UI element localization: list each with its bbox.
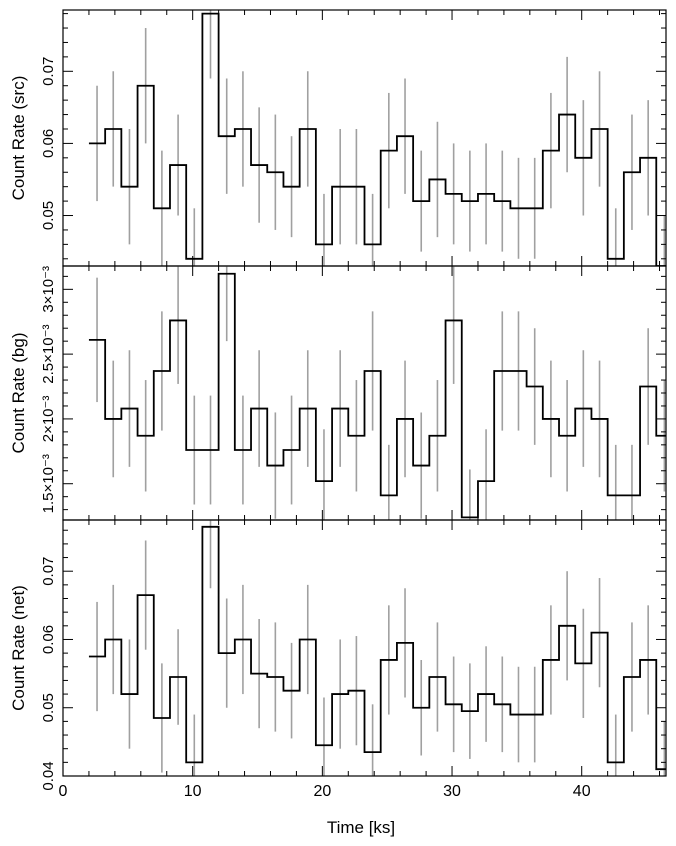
panel-frame [62,519,667,777]
x-axis-label: Time [ks] [327,818,395,837]
x-tick-label: 30 [443,783,461,800]
y-axis-label-bg: Count Rate (bg) [9,333,28,454]
y-tick-label: 0.05 [40,201,57,230]
panel-src-data [88,10,666,266]
y-tick-label: 3×10⁻³ [40,266,57,313]
y-axis-label-src: Count Rate (src) [9,76,28,201]
y-tick-label: 0.04 [40,761,57,790]
panel-bg: 1.5×10⁻³ 2×10⁻³ 2.5×10⁻³ 3×10⁻³ Count Rate (… [9,265,667,521]
x-tick-label: 10 [184,783,202,800]
y-tick-label: 0.06 [40,625,57,654]
panel-src: 0.05 0.06 0.07 Count Rate (src) [9,9,667,267]
step-line-net [88,525,666,771]
y-tick-label: 2×10⁻³ [40,396,57,443]
y-tick-label: 1.5×10⁻³ [40,454,57,513]
y-tick-label: 0.05 [40,693,57,722]
step-line-src [88,12,666,266]
panel-bg-data [88,266,666,520]
y-tick-label: 2.5×10⁻³ [40,325,57,384]
x-tick-label: 20 [313,783,331,800]
y-tick-label: 0.07 [40,557,57,586]
panels-group: 0.05 0.06 0.07 Count Rate (src) 1.5×10⁻³ 2×10… [9,9,667,800]
step-line-bg [88,272,666,519]
y-tick-label: 0.07 [40,57,57,86]
panel-net: 0.04 0.05 0.06 0.07 Count Rate (net) 0 10 20 30 4… [9,519,667,800]
y-tick-label: 0.06 [40,129,57,158]
y-axis-label-net: Count Rate (net) [9,585,28,711]
panel-net-data [88,520,666,776]
x-tick-label: 0 [59,783,68,800]
x-tick-label: 40 [573,783,591,800]
